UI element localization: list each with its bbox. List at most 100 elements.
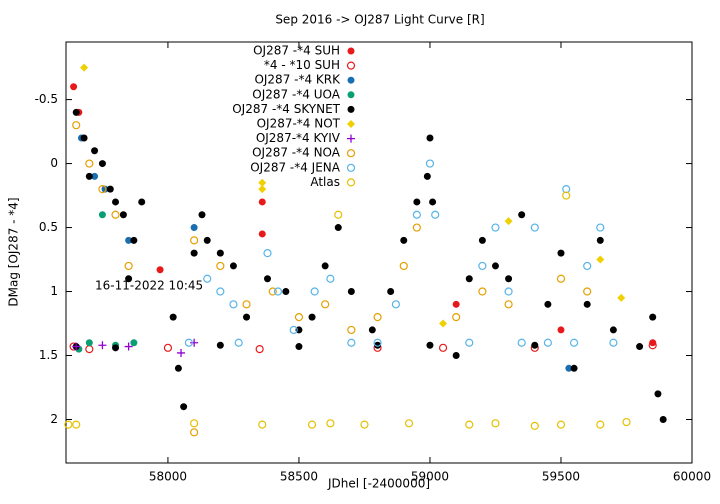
point <box>562 191 571 200</box>
point <box>609 326 617 334</box>
point <box>478 236 486 244</box>
point <box>360 420 369 429</box>
point <box>530 223 539 232</box>
point <box>255 345 264 354</box>
point <box>465 275 473 283</box>
legend-label: OJ287 -*4 JENA <box>250 160 341 174</box>
point <box>106 185 114 193</box>
point <box>125 236 133 244</box>
point <box>307 420 317 429</box>
point <box>98 211 106 219</box>
point <box>596 255 605 264</box>
point <box>373 338 382 347</box>
point <box>596 420 605 429</box>
point <box>70 83 78 91</box>
point <box>98 160 106 168</box>
point <box>465 420 474 429</box>
legend-marker <box>346 178 356 187</box>
point <box>425 159 435 168</box>
point <box>504 217 513 226</box>
point <box>72 108 80 116</box>
point <box>294 313 304 322</box>
point <box>326 419 335 428</box>
point <box>583 287 592 296</box>
point <box>400 236 408 244</box>
point <box>203 274 212 283</box>
point <box>163 343 173 352</box>
point <box>334 210 343 219</box>
point <box>263 249 272 258</box>
point <box>557 326 565 334</box>
point <box>229 300 238 309</box>
point <box>321 300 330 309</box>
point <box>423 172 431 180</box>
legend-marker <box>347 91 355 99</box>
point <box>326 274 335 283</box>
point <box>373 313 382 322</box>
legend-marker <box>347 47 355 55</box>
point <box>258 420 267 429</box>
point <box>190 428 199 437</box>
x-tick-label: 58500 <box>280 470 318 484</box>
point <box>85 159 94 168</box>
point <box>648 341 657 350</box>
point <box>264 275 272 283</box>
legend-marker <box>346 149 356 158</box>
point <box>72 420 81 429</box>
point <box>505 275 513 283</box>
chart-title: Sep 2016 -> OJ287 Light Curve [R] <box>275 13 484 27</box>
point <box>654 390 662 398</box>
point <box>124 261 133 271</box>
legend-label: OJ287-*4 NOT <box>257 117 341 131</box>
point <box>583 261 592 271</box>
point <box>295 343 303 351</box>
point <box>429 198 437 206</box>
x-axis-label: JDhel [-2400000] <box>327 477 430 491</box>
point <box>452 313 461 322</box>
point <box>203 236 211 244</box>
y-axis-label: DMag [OJ287 - *4] <box>7 197 21 306</box>
legend-marker <box>346 61 356 70</box>
point <box>308 313 316 321</box>
point <box>347 288 355 296</box>
x-tick-label: 59500 <box>542 470 580 484</box>
point <box>184 338 193 347</box>
y-tick-label: 1 <box>50 284 58 298</box>
point <box>258 185 267 194</box>
point <box>465 338 474 347</box>
point <box>216 249 224 257</box>
point <box>273 287 283 296</box>
legend-label: OJ287 -*4 UOA <box>252 87 341 101</box>
point <box>347 325 356 335</box>
point <box>177 348 186 357</box>
point <box>530 421 539 430</box>
point <box>649 339 657 347</box>
point <box>174 364 182 372</box>
point <box>438 343 448 352</box>
point <box>543 338 552 347</box>
point <box>439 319 448 328</box>
point <box>98 341 107 350</box>
point <box>491 223 500 232</box>
point <box>243 313 251 321</box>
point <box>413 198 421 206</box>
point <box>216 261 225 271</box>
point <box>111 210 120 219</box>
point <box>98 185 107 194</box>
point <box>391 300 401 309</box>
point <box>491 262 499 270</box>
point <box>138 198 146 206</box>
point <box>216 287 225 296</box>
point <box>282 288 290 296</box>
legend-marker <box>347 76 355 84</box>
point <box>412 210 421 219</box>
point <box>85 339 93 347</box>
point <box>426 341 434 349</box>
point <box>91 172 99 180</box>
point <box>125 275 133 283</box>
legend-marker <box>347 105 355 113</box>
point <box>452 300 460 308</box>
y-tick-label: 1.5 <box>39 348 58 362</box>
point <box>556 274 566 283</box>
point <box>531 341 539 349</box>
